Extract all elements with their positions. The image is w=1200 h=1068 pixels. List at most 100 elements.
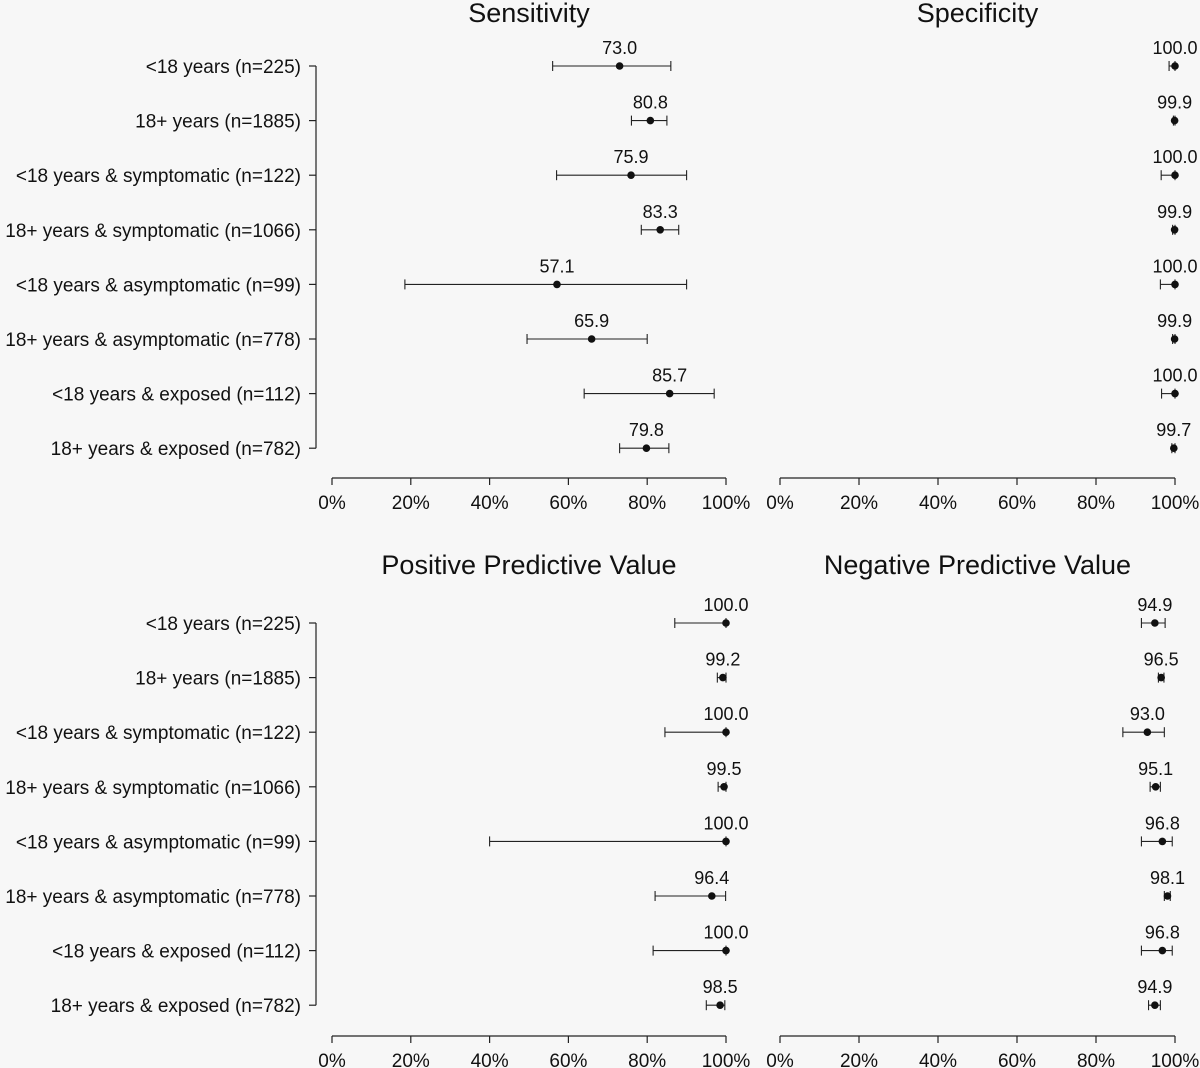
- x-tick-label: 80%: [1077, 1051, 1115, 1068]
- estimate-point: [1170, 116, 1179, 125]
- value-label: 99.7: [1156, 420, 1191, 440]
- panel-sensitivity: Sensitivity 0% 20% 40% 60% 80% 100% <18 years (…: [5, 0, 750, 514]
- estimate-point: [1143, 728, 1152, 736]
- row-label: 18+ years (n=1885): [135, 669, 301, 690]
- x-tick-label: 20%: [840, 1051, 878, 1068]
- value-label: 100.0: [1152, 366, 1197, 386]
- x-tick-label: 100%: [702, 1051, 751, 1068]
- value-label: 79.8: [629, 420, 664, 440]
- row-label: 18+ years & exposed (n=782): [51, 996, 301, 1017]
- value-label: 100.0: [703, 813, 748, 833]
- value-label: 100.0: [1152, 256, 1197, 276]
- estimate-point: [665, 389, 674, 398]
- value-label: 94.9: [1137, 595, 1172, 615]
- estimate-point: [615, 62, 624, 70]
- estimate-point: [719, 673, 727, 682]
- value-label: 85.7: [652, 366, 687, 386]
- value-label: 99.9: [1157, 202, 1192, 222]
- x-tick-label: 0%: [766, 1051, 794, 1068]
- x-tick-label: 20%: [392, 493, 430, 514]
- x-tick-label: 20%: [392, 1051, 430, 1068]
- estimate-point: [1151, 783, 1160, 791]
- estimate-point: [1151, 1001, 1159, 1009]
- value-label: 100.0: [703, 595, 748, 615]
- value-label: 93.0: [1130, 704, 1165, 724]
- x-tick-label: 40%: [919, 493, 957, 514]
- value-label: 57.1: [539, 256, 574, 276]
- estimate-point: [722, 619, 730, 627]
- x-tick-label: 0%: [766, 493, 794, 514]
- value-label: 83.3: [643, 202, 678, 222]
- value-label: 80.8: [633, 93, 668, 113]
- row-label: <18 years & symptomatic (n=122): [16, 166, 301, 187]
- row-label: <18 years (n=225): [146, 614, 301, 635]
- panel-title: Specificity: [917, 0, 1039, 28]
- estimate-point: [1171, 389, 1179, 398]
- value-label: 100.0: [703, 923, 748, 943]
- x-tick-label: 0%: [318, 493, 346, 514]
- value-label: 65.9: [574, 311, 609, 331]
- estimate-point: [1171, 280, 1179, 289]
- row-label: <18 years (n=225): [146, 57, 301, 78]
- estimate-point: [553, 280, 561, 289]
- value-label: 75.9: [614, 147, 649, 167]
- x-tick-label: 40%: [471, 493, 509, 514]
- panel-positive-predictive-value: Positive Predictive Value 0% 20% 40% 60% 80% 1…: [5, 550, 750, 1068]
- value-label: 94.9: [1137, 977, 1172, 997]
- estimate-point: [716, 1001, 724, 1009]
- estimate-point: [708, 892, 716, 900]
- value-label: 96.8: [1145, 923, 1180, 943]
- value-label: 100.0: [1152, 147, 1197, 167]
- x-tick-label: 20%: [840, 493, 878, 514]
- row-label: <18 years & exposed (n=112): [52, 385, 301, 406]
- panel-negative-predictive-value: Negative Predictive Value 0% 20% 40% 60% 80% 1…: [766, 550, 1199, 1068]
- value-label: 100.0: [1152, 38, 1197, 58]
- value-label: 99.9: [1157, 311, 1192, 331]
- x-tick-label: 0%: [318, 1051, 346, 1068]
- estimate-point: [1157, 673, 1165, 682]
- x-tick-label: 80%: [628, 1051, 666, 1068]
- x-tick-label: 100%: [1151, 1051, 1200, 1068]
- x-tick-label: 40%: [471, 1051, 509, 1068]
- estimate-point: [1158, 946, 1167, 955]
- estimate-point: [1170, 226, 1179, 234]
- row-label: 18+ years & symptomatic (n=1066): [5, 778, 301, 799]
- value-label: 96.8: [1145, 813, 1180, 833]
- panel-title: Positive Predictive Value: [381, 550, 676, 580]
- estimate-point: [1151, 619, 1159, 627]
- x-tick-label: 100%: [702, 493, 751, 514]
- x-tick-label: 80%: [628, 493, 666, 514]
- row-label: 18+ years & asymptomatic (n=778): [5, 887, 301, 908]
- estimate-point: [1171, 171, 1179, 179]
- x-tick-label: 60%: [549, 1051, 587, 1068]
- panel-title: Negative Predictive Value: [824, 550, 1131, 580]
- x-tick-label: 60%: [549, 493, 587, 514]
- value-label: 99.2: [705, 650, 740, 670]
- row-label: <18 years & exposed (n=112): [52, 942, 301, 963]
- estimate-point: [646, 116, 655, 125]
- estimate-point: [1158, 837, 1167, 846]
- x-tick-label: 40%: [919, 1051, 957, 1068]
- x-tick-label: 60%: [998, 1051, 1036, 1068]
- row-label: <18 years & asymptomatic (n=99): [16, 832, 301, 853]
- estimate-point: [627, 171, 635, 179]
- estimate-point: [722, 837, 730, 846]
- estimate-point: [1171, 62, 1179, 70]
- estimate-point: [587, 335, 596, 343]
- estimate-point: [1163, 892, 1172, 900]
- value-label: 96.4: [694, 868, 729, 888]
- value-label: 73.0: [602, 38, 637, 58]
- x-tick-label: 80%: [1077, 493, 1115, 514]
- estimate-point: [642, 444, 651, 453]
- estimate-point: [1170, 444, 1178, 453]
- value-label: 96.5: [1144, 650, 1179, 670]
- row-label: 18+ years & asymptomatic (n=778): [5, 330, 301, 351]
- row-label: 18+ years & symptomatic (n=1066): [5, 221, 301, 242]
- estimate-point: [722, 728, 730, 736]
- panel-title: Sensitivity: [468, 0, 590, 28]
- row-label: <18 years & asymptomatic (n=99): [16, 275, 301, 296]
- panel-specificity: Specificity 0% 20% 40% 60% 80% 100% 100.0 99.9 10…: [766, 0, 1199, 514]
- row-label: 18+ years & exposed (n=782): [51, 439, 301, 460]
